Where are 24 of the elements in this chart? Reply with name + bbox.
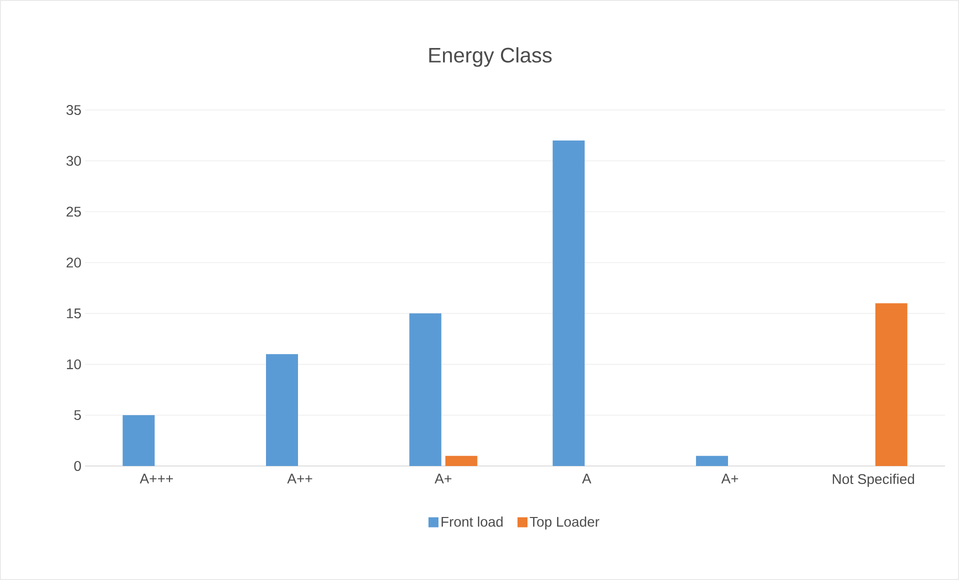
- x-tick-label: Not Specified: [832, 474, 914, 487]
- y-tick-label: 25: [66, 206, 81, 217]
- y-tick-label: 15: [66, 308, 81, 318]
- x-tick-label: A+: [434, 474, 452, 484]
- bar: [122, 415, 155, 466]
- bar: [696, 456, 728, 466]
- x-tick-label: A++: [287, 474, 312, 484]
- bar: [266, 354, 298, 466]
- y-tick-label: 10: [66, 359, 81, 370]
- x-tick-label: A+: [721, 474, 738, 484]
- y-tick-label: 30: [66, 156, 81, 166]
- chart-title: Energy Class: [429, 47, 552, 67]
- bar: [409, 313, 442, 466]
- legend-label: Front load: [442, 516, 503, 527]
- bar: [875, 303, 908, 466]
- y-tick-label: 0: [74, 461, 81, 471]
- bar: [552, 140, 585, 466]
- y-tick-label: 35: [66, 105, 81, 115]
- y-tick-label: 20: [66, 258, 81, 268]
- legend-label: Top Loader: [530, 516, 600, 530]
- x-tick-label: A+++: [140, 474, 173, 484]
- x-tick-label: A: [582, 474, 592, 484]
- y-tick-label: 5: [74, 410, 81, 420]
- bar: [445, 456, 478, 466]
